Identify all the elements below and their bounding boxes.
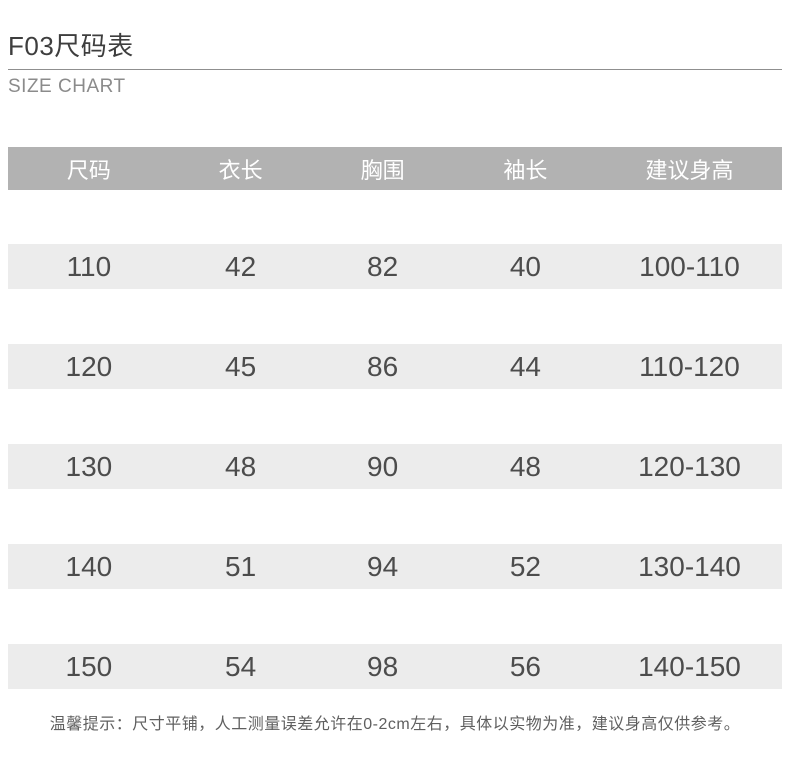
column-header-chest: 胸围: [360, 157, 405, 183]
cell-size: 140: [65, 550, 113, 582]
cell-suggested-height: 130-140: [638, 550, 741, 582]
cell-garment-length: 42: [225, 250, 257, 282]
cell-suggested-height: 120-130: [638, 450, 741, 482]
cell-garment-length: 48: [225, 450, 257, 482]
cell-chest: 98: [367, 650, 399, 682]
cell-garment-length: 54: [225, 650, 257, 682]
column-header-garment-length: 衣长: [218, 157, 263, 183]
column-header-size: 尺码: [66, 157, 111, 183]
page-subtitle: SIZE CHART: [8, 76, 126, 97]
column-header-sleeve-length: 袖长: [503, 157, 548, 183]
footer-note: 温馨提示：尺寸平铺，人工测量误差允许在0-2cm左右，具体以实物为准，建议身高仅…: [49, 716, 741, 733]
size-table: 尺码 衣长 胸围 袖长 建议身高 110 42 82 40 100-110 12…: [8, 147, 782, 689]
page-title: F03尺码表: [8, 31, 134, 61]
cell-sleeve-length: 44: [509, 350, 541, 382]
table-header-row: 尺码 衣长 胸围 袖长 建议身高: [8, 147, 782, 190]
table-row-120: 120 45 86 44 110-120: [8, 344, 782, 389]
table-row-140: 140 51 94 52 130-140: [8, 544, 782, 589]
cell-size: 150: [65, 650, 113, 682]
cell-garment-length: 45: [225, 350, 257, 382]
cell-chest: 90: [367, 450, 399, 482]
cell-suggested-height: 110-120: [639, 350, 740, 382]
cell-chest: 94: [367, 550, 399, 582]
page-header: F03尺码表 SIZE CHART: [0, 0, 790, 96]
cell-chest: 86: [367, 350, 399, 382]
cell-garment-length: 51: [225, 550, 257, 582]
cell-size: 110: [66, 250, 112, 282]
cell-sleeve-length: 56: [509, 650, 541, 682]
column-header-suggested-height: 建议身高: [645, 157, 734, 183]
cell-suggested-height: 140-150: [638, 650, 741, 682]
cell-sleeve-length: 52: [509, 550, 541, 582]
cell-sleeve-length: 40: [509, 250, 541, 282]
cell-suggested-height: 100-110: [639, 250, 740, 282]
table-row-150: 150 54 98 56 140-150: [8, 644, 782, 689]
table-row-110: 110 42 82 40 100-110: [8, 244, 782, 289]
table-row-130: 130 48 90 48 120-130: [8, 444, 782, 489]
cell-size: 120: [65, 350, 113, 382]
cell-chest: 82: [367, 250, 399, 282]
cell-sleeve-length: 48: [509, 450, 541, 482]
title-divider: [8, 69, 782, 70]
cell-size: 130: [65, 450, 113, 482]
